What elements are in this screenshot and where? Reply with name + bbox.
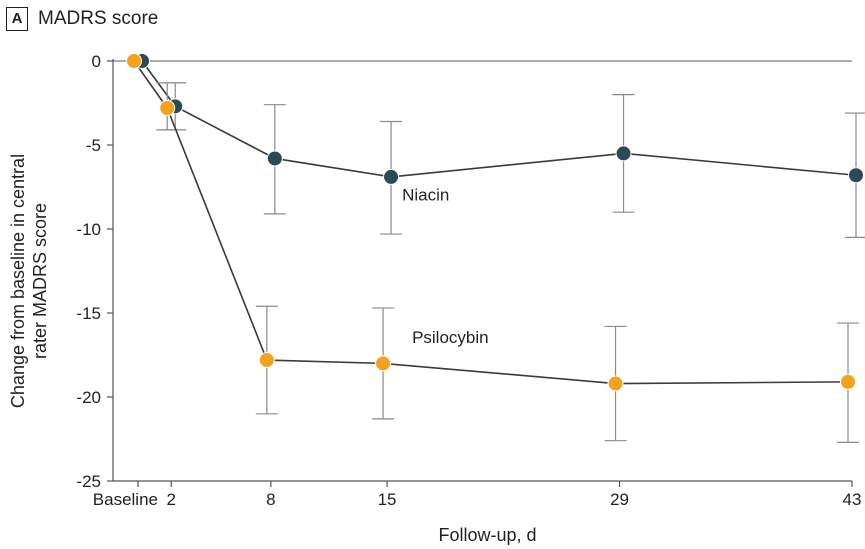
niacin-point — [848, 167, 864, 184]
x-tick-label: 8 — [266, 490, 275, 509]
psilocybin-point — [607, 375, 624, 392]
labels-layer: Follow-up, d Change from baseline in cent… — [8, 154, 537, 545]
chart-title: MADRS score — [38, 8, 159, 29]
niacin-point — [615, 145, 632, 162]
psilocybin-point — [258, 352, 275, 369]
x-axis-title: Follow-up, d — [438, 525, 536, 545]
panel-header: A MADRS score — [6, 6, 158, 32]
y-tick-label: 0 — [92, 52, 101, 71]
niacin-series-line — [141, 60, 857, 178]
series-layer — [126, 53, 865, 443]
psilocybin-point — [840, 373, 856, 390]
x-tick-label: 29 — [610, 490, 629, 509]
y-tick-label: -10 — [76, 220, 101, 239]
niacin-point — [383, 168, 400, 185]
y-tick-label: -25 — [76, 472, 101, 491]
niacin-point — [266, 150, 283, 167]
psilocybin-series-line — [133, 60, 849, 385]
psilocybin-series-label: Psilocybin — [412, 328, 489, 347]
x-tick-label: Baseline — [93, 490, 158, 509]
y-tick-label: -15 — [76, 304, 101, 323]
x-tick-label: 15 — [378, 490, 397, 509]
psilocybin-point — [159, 100, 176, 117]
y-axis-title-line-1: Change from baseline in central — [8, 154, 28, 408]
psilocybin-point — [126, 53, 142, 69]
psilocybin-point — [375, 355, 392, 372]
x-tick-label: 2 — [166, 490, 175, 509]
y-tick-label: -5 — [86, 136, 101, 155]
x-tick-label: 43 — [843, 490, 862, 509]
niacin-series-label: Niacin — [402, 185, 449, 204]
panel-letter: A — [6, 7, 28, 31]
y-tick-label: -20 — [76, 388, 101, 407]
y-axis-title-line-2: rater MADRS score — [30, 203, 50, 359]
